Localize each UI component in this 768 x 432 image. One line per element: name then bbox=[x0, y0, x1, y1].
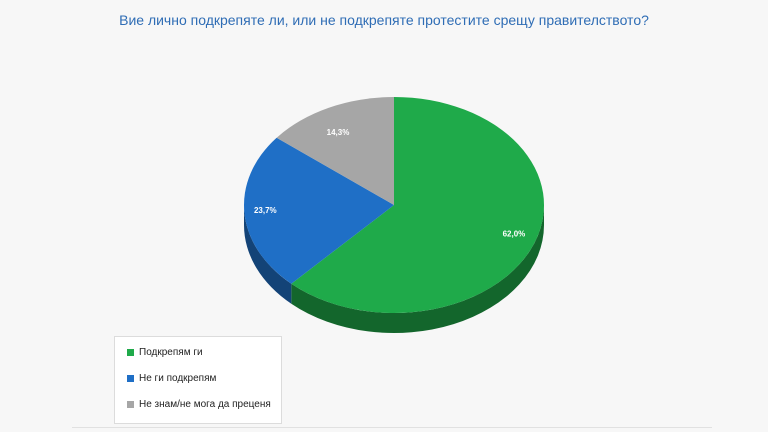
pie-slice-0 bbox=[291, 97, 545, 314]
pie-depth bbox=[244, 205, 544, 333]
legend-item-not-support: Не ги подкрепям bbox=[127, 373, 216, 384]
chart-legend: Подкрепям ги Не ги подкрепям Не знам/не … bbox=[114, 336, 282, 424]
legend-swatch-support bbox=[127, 349, 134, 356]
pie-slice-1 bbox=[244, 137, 394, 284]
pie-slice-2 bbox=[276, 97, 394, 205]
legend-swatch-not-support bbox=[127, 375, 134, 382]
legend-item-support: Подкрепям ги bbox=[127, 347, 203, 358]
pie-slice-side-1 bbox=[244, 205, 292, 304]
legend-label-not-support: Не ги подкрепям bbox=[139, 373, 217, 384]
pie-slices bbox=[244, 97, 545, 314]
legend-swatch-dont-know bbox=[127, 401, 134, 408]
legend-item-dont-know: Не знам/не мога да преценя bbox=[127, 399, 271, 410]
pie-data-label-0: 62,0% bbox=[503, 230, 526, 239]
legend-label-dont-know: Не знам/не мога да преценя bbox=[139, 399, 271, 410]
legend-label-support: Подкрепям ги bbox=[139, 347, 203, 358]
pie-data-labels: 62,0% 23,7% 14,3% bbox=[254, 128, 525, 238]
pie-data-label-1: 23,7% bbox=[254, 206, 277, 215]
pie-data-label-2: 14,3% bbox=[327, 128, 350, 137]
chart-title: Вие лично подкрепяте ли, или не подкрепя… bbox=[119, 12, 649, 28]
bottom-divider bbox=[72, 427, 712, 428]
pie-slice-side-0 bbox=[291, 205, 544, 333]
